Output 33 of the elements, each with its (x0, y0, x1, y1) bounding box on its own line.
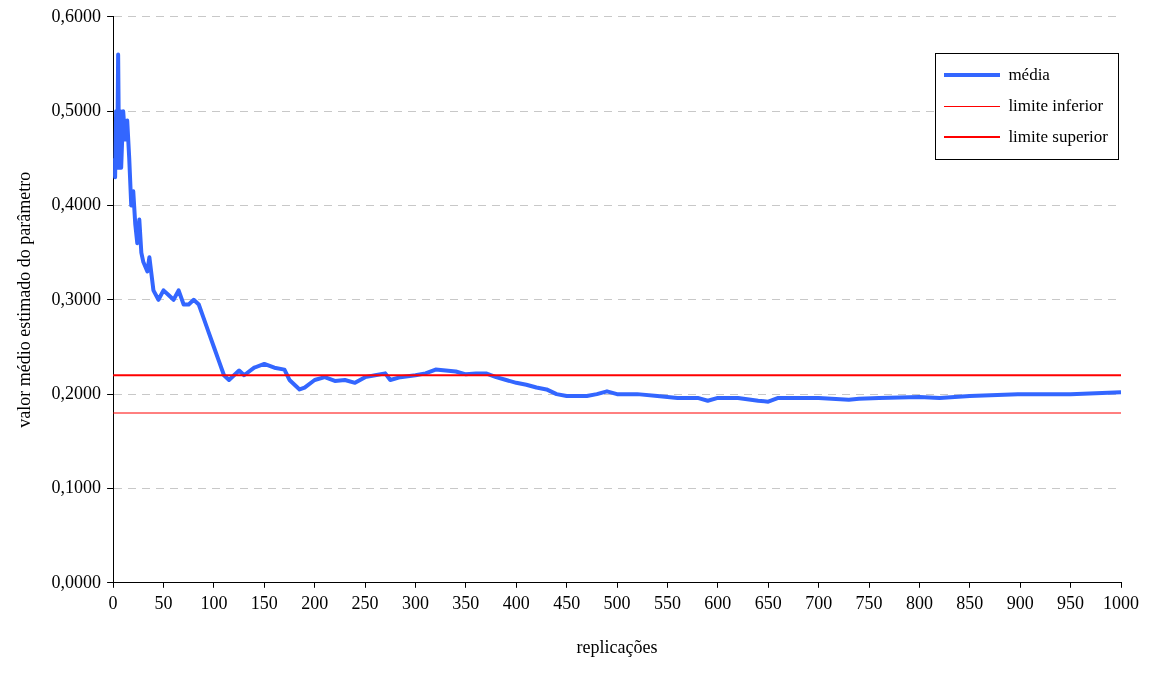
y-tick-label: 0,2000 (51, 382, 102, 403)
x-tick-label: 100 (200, 593, 228, 614)
x-tick-label: 800 (905, 593, 933, 614)
x-tick-label: 400 (502, 593, 530, 614)
y-axis-title: valor médio estimado do parâmetro (13, 171, 34, 428)
y-tick-label: 0,6000 (51, 5, 102, 26)
x-axis-title: replicações (576, 636, 658, 657)
y-tick-label: 0,4000 (51, 194, 102, 215)
x-tick-label: 1000 (1103, 593, 1139, 614)
x-tick-label: 650 (754, 593, 782, 614)
y-tick-label: 0,1000 (51, 477, 102, 498)
x-tick-label: 300 (401, 593, 429, 614)
x-tick-label: 600 (704, 593, 732, 614)
x-tick-label: 250 (351, 593, 379, 614)
x-tick-label: 900 (1006, 593, 1034, 614)
x-tick-label: 200 (301, 593, 329, 614)
x-tick-label: 50 (154, 593, 173, 614)
y-tick-label: 0,5000 (51, 99, 102, 120)
x-tick-label: 150 (250, 593, 278, 614)
y-tick-label: 0,3000 (51, 288, 102, 309)
x-tick-label: 500 (603, 593, 631, 614)
x-tick-label: 350 (452, 593, 480, 614)
x-tick-label: 700 (805, 593, 833, 614)
x-tick-label: 850 (956, 593, 984, 614)
x-tick-label: 550 (653, 593, 681, 614)
y-tick-label: 0,0000 (51, 571, 102, 592)
legend-label: média (1008, 65, 1050, 86)
legend-label: limite inferior (1008, 96, 1104, 117)
x-tick-label: 950 (1057, 593, 1085, 614)
x-tick-label: 750 (855, 593, 883, 614)
x-tick-label: 450 (553, 593, 581, 614)
legend-label: limite superior (1008, 127, 1108, 148)
x-tick-label: 0 (108, 593, 118, 614)
